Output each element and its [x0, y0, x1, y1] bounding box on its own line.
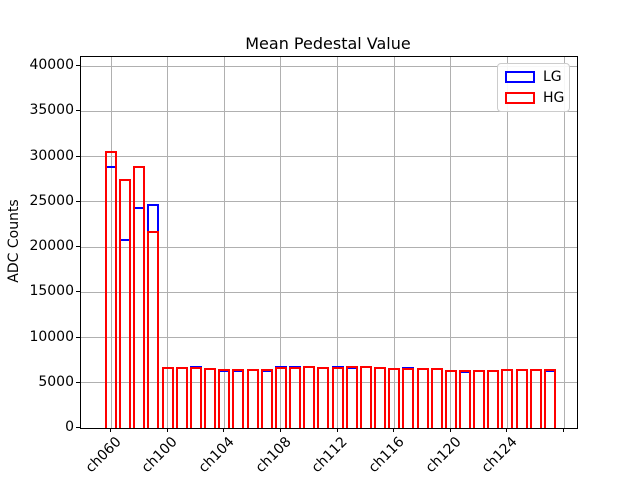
- bar-hg-ch108: [274, 366, 287, 428]
- x-gridline: [506, 57, 508, 428]
- x-tick-mark: [223, 428, 225, 432]
- x-tick-label-text: ch112: [308, 434, 351, 476]
- x-tick-label-text: ch100: [139, 434, 181, 476]
- x-gridline: [167, 57, 169, 428]
- y-tick-label: 0: [65, 419, 74, 435]
- bar-hg-ch122: [473, 369, 486, 428]
- hg-swatch-icon: [505, 92, 535, 104]
- y-tick-mark: [76, 381, 80, 383]
- bar-hg-ch123: [487, 369, 500, 428]
- y-tick-label: 15000: [29, 283, 74, 300]
- y-tick-label: 25000: [29, 192, 74, 209]
- y-tick-mark: [76, 246, 80, 248]
- legend-entry-lg: LG: [505, 69, 562, 85]
- plot-area: [80, 56, 578, 429]
- bar-hg-ch124: [501, 368, 514, 428]
- x-gridline: [280, 57, 282, 428]
- x-gridline: [393, 57, 395, 428]
- x-tick-mark: [166, 428, 168, 432]
- y-tick-mark: [76, 200, 80, 202]
- y-gridline: [81, 291, 577, 293]
- x-tick-label-text: ch120: [422, 434, 465, 476]
- y-tick-label: 20000: [29, 238, 74, 255]
- bar-hg-ch104: [218, 369, 231, 428]
- y-tick-label: 35000: [29, 102, 74, 119]
- y-tick-label: 40000: [29, 57, 74, 74]
- x-tick-mark: [110, 428, 111, 432]
- x-gridline: [450, 57, 452, 428]
- x-tick-label-text: ch116: [365, 434, 408, 476]
- bar-hg-ch111: [317, 366, 330, 428]
- x-tick-mark: [279, 428, 281, 432]
- x-gridline: [110, 57, 112, 428]
- bar-hg-ch107: [260, 369, 273, 428]
- legend-label-hg: HG: [543, 90, 565, 106]
- y-tick-label: 5000: [38, 373, 74, 390]
- y-tick-mark: [76, 110, 80, 112]
- bar-hg-ch063: [147, 230, 160, 428]
- x-tick-label-text: ch104: [195, 434, 238, 476]
- lg-swatch-icon: [505, 71, 535, 83]
- x-gridline: [337, 57, 339, 428]
- bar-hg-ch062: [133, 166, 146, 428]
- x-tick-mark: [563, 428, 565, 432]
- y-gridline: [81, 246, 577, 248]
- bar-hg-ch116: [388, 367, 401, 428]
- bar-hg-ch112: [331, 366, 344, 428]
- bar-hg-ch117: [402, 367, 415, 428]
- y-tick-label: 30000: [29, 147, 74, 164]
- y-gridline: [81, 201, 577, 203]
- bar-hg-ch102: [189, 367, 202, 428]
- x-tick-mark: [336, 428, 338, 432]
- x-tick-mark: [393, 428, 395, 432]
- legend-label-lg: LG: [543, 69, 562, 85]
- y-tick-mark: [76, 427, 80, 428]
- bar-hg-ch110: [303, 366, 316, 428]
- x-gridline: [223, 57, 225, 428]
- bar-hg-ch125: [515, 369, 528, 428]
- y-tick-mark: [76, 291, 80, 293]
- bar-hg-ch105: [232, 369, 245, 428]
- bar-hg-ch118: [416, 368, 429, 428]
- y-tick-mark: [76, 65, 80, 67]
- bar-hg-ch100: [161, 366, 174, 428]
- legend-entry-hg: HG: [505, 90, 565, 106]
- x-gridline: [563, 57, 565, 428]
- bar-hg-ch109: [289, 366, 302, 428]
- x-tick-label-text: ch124: [478, 434, 521, 476]
- bar-hg-ch127: [543, 369, 556, 428]
- bar-hg-ch113: [345, 366, 358, 428]
- y-gridline: [81, 65, 577, 67]
- x-tick-label-text: ch108: [252, 434, 295, 476]
- bar-hg-ch060: [105, 151, 117, 428]
- bar-hg-ch061: [119, 179, 132, 428]
- bar-hg-ch126: [529, 368, 542, 428]
- bar-hg-ch103: [204, 368, 217, 428]
- y-gridline: [81, 337, 577, 338]
- bar-hg-ch119: [430, 368, 443, 428]
- bar-hg-ch121: [459, 370, 471, 428]
- x-tick-mark: [449, 428, 451, 432]
- y-tick-label: 10000: [29, 328, 74, 345]
- legend: LG HG: [497, 63, 570, 112]
- chart-title: Mean Pedestal Value: [245, 34, 411, 53]
- bar-hg-ch106: [246, 369, 259, 428]
- bar-hg-ch101: [175, 366, 188, 428]
- y-gridline: [81, 110, 577, 112]
- x-tick-label-text: ch060: [82, 434, 125, 476]
- bar-hg-ch115: [374, 367, 387, 428]
- y-tick-mark: [76, 336, 80, 338]
- x-tick-mark: [506, 428, 508, 432]
- y-tick-mark: [76, 155, 80, 157]
- bar-hg-ch114: [359, 366, 372, 428]
- bar-hg-ch120: [444, 369, 457, 428]
- y-gridline: [81, 156, 577, 158]
